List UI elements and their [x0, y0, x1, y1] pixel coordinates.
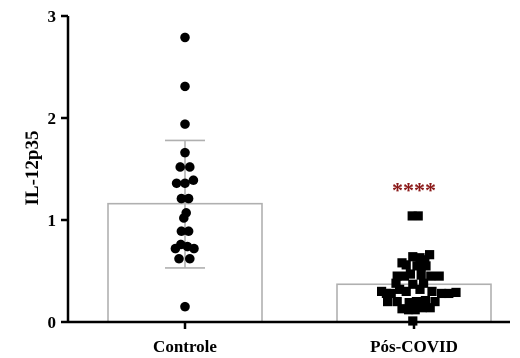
significance-label: **** — [392, 177, 436, 202]
data-point-pos-covid — [383, 297, 393, 307]
data-point-controle — [180, 32, 190, 43]
data-point-pos-covid — [413, 211, 423, 221]
data-point-pos-covid — [405, 269, 415, 279]
data-point-pos-covid — [401, 260, 411, 270]
data-point-pos-covid — [397, 304, 407, 314]
data-point-pos-covid — [411, 297, 421, 307]
data-point-pos-covid — [392, 271, 402, 281]
data-point-pos-covid — [392, 297, 402, 307]
data-point-pos-covid — [401, 286, 411, 296]
data-point-controle — [185, 162, 195, 172]
data-point-pos-covid — [404, 298, 414, 308]
data-point-pos-covid — [407, 211, 417, 221]
data-point-controle — [180, 119, 190, 129]
y-tick-label: 1 — [48, 211, 57, 230]
data-point-pos-covid — [415, 284, 425, 294]
data-point-pos-covid — [420, 295, 430, 306]
data-point-pos-covid — [415, 253, 425, 263]
data-point-pos-covid — [426, 271, 436, 281]
data-point-pos-covid — [434, 271, 444, 281]
y-axis-label: IL-12p35 — [22, 131, 43, 206]
data-point-controle — [183, 226, 194, 237]
data-point-controle — [188, 175, 199, 186]
x-category-label-pos-covid: Pós-COVID — [370, 337, 458, 356]
y-tick-label: 2 — [48, 109, 57, 128]
data-point-pos-covid — [417, 303, 427, 313]
data-point-pos-covid — [425, 250, 435, 260]
x-category-label-controle: Controle — [153, 337, 217, 356]
data-point-pos-covid — [451, 287, 461, 298]
data-point-pos-covid — [421, 261, 431, 271]
data-point-pos-covid — [430, 297, 440, 307]
points-layer — [170, 32, 461, 326]
data-point-pos-covid — [391, 278, 401, 288]
data-point-pos-covid — [386, 288, 396, 299]
data-point-controle — [180, 147, 190, 158]
data-point-controle — [189, 243, 199, 254]
data-point-pos-covid — [420, 255, 430, 265]
data-point-controle — [180, 301, 190, 312]
data-point-pos-covid — [419, 278, 429, 288]
data-point-controle — [180, 81, 190, 92]
y-ticks: 0 1 2 3 — [48, 7, 416, 332]
data-point-controle — [180, 178, 190, 189]
data-point-controle — [176, 226, 187, 237]
data-point-controle — [185, 253, 195, 264]
y-tick-label: 3 — [48, 7, 57, 26]
data-point-pos-covid — [427, 286, 437, 296]
data-point-controle — [183, 193, 194, 204]
data-point-pos-covid — [399, 271, 409, 281]
data-point-pos-covid — [412, 261, 422, 271]
data-point-controle — [181, 208, 191, 218]
data-point-pos-covid — [408, 252, 418, 262]
data-point-pos-covid — [437, 288, 447, 299]
data-point-pos-covid — [381, 288, 391, 299]
data-point-pos-covid — [444, 288, 454, 299]
y-tick-label: 0 — [48, 313, 57, 332]
data-point-pos-covid — [395, 284, 405, 294]
data-point-pos-covid — [377, 286, 387, 296]
data-point-pos-covid — [408, 279, 418, 289]
data-point-controle — [174, 253, 184, 264]
data-point-pos-covid — [425, 303, 435, 313]
data-point-controle — [171, 178, 182, 189]
data-point-pos-covid — [416, 270, 426, 280]
data-point-pos-covid — [404, 305, 414, 315]
data-point-controle — [175, 162, 185, 172]
data-point-controle — [176, 193, 187, 204]
data-point-pos-covid — [410, 305, 420, 315]
